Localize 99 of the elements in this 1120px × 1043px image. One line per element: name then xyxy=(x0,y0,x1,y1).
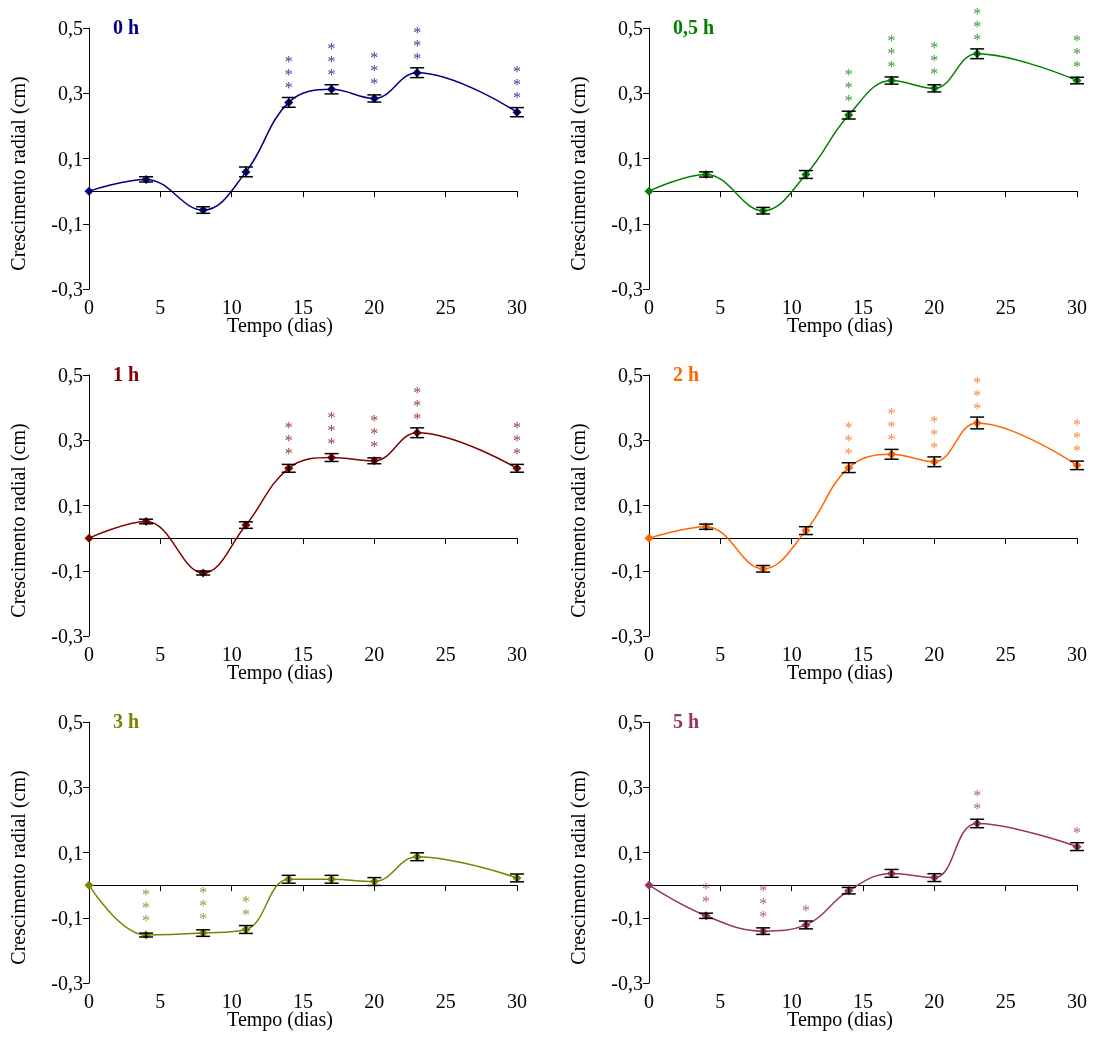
annotation: *** xyxy=(284,419,293,463)
y-tick-label: 0,1 xyxy=(58,494,83,517)
y-tick-label: -0,1 xyxy=(51,906,83,929)
y-tick-label: -0,3 xyxy=(611,972,643,994)
annotation: *** xyxy=(1073,416,1081,460)
y-tick-label: -0,1 xyxy=(51,559,83,582)
y-tick-label: 0,3 xyxy=(58,776,83,799)
x-tick-label: 30 xyxy=(507,643,527,665)
annotation: *** xyxy=(413,383,422,427)
x-tick-label: 30 xyxy=(1067,296,1087,318)
x-tick-label: 0 xyxy=(644,643,654,665)
annotation: *** xyxy=(844,418,853,462)
chart-title: 5 h xyxy=(673,710,700,732)
x-tick-label: 25 xyxy=(995,643,1016,665)
y-tick-label: 0,1 xyxy=(618,494,643,517)
x-tick-label: 20 xyxy=(364,990,385,1012)
x-tick-label: 5 xyxy=(715,643,726,665)
chart-title: 0,5 h xyxy=(673,16,715,38)
y-tick-label: 0,1 xyxy=(618,147,643,170)
y-tick-label: 0,1 xyxy=(58,147,83,170)
x-tick-label: 0 xyxy=(644,990,654,1012)
y-axis-title: Crescimento radial (cm) xyxy=(7,770,30,965)
y-axis-title: Crescimento radial (cm) xyxy=(7,76,30,271)
annotation: *** xyxy=(142,886,151,930)
y-tick-label: 0,5 xyxy=(58,17,83,39)
annotation: *** xyxy=(973,4,982,48)
annotation: * ** xyxy=(759,882,768,926)
x-tick-label: 25 xyxy=(995,296,1016,318)
annotation: *** xyxy=(887,31,896,75)
y-tick-label: 0,3 xyxy=(58,429,83,452)
y-tick-label: -0,1 xyxy=(611,906,643,929)
annotation: *** xyxy=(370,411,379,455)
x-tick-label: 30 xyxy=(507,990,527,1012)
y-tick-label: 0,3 xyxy=(618,429,643,452)
y-tick-label: 0,5 xyxy=(58,711,83,733)
x-tick-label: 20 xyxy=(924,296,945,318)
y-tick-label: 0,1 xyxy=(58,841,83,864)
y-tick-label: -0,1 xyxy=(51,212,83,235)
y-tick-label: -0,3 xyxy=(611,625,643,647)
x-tick-label: 0 xyxy=(644,296,654,318)
x-tick-label: 25 xyxy=(435,990,456,1012)
x-tick-label: 30 xyxy=(507,296,527,318)
y-tick-label: 0,1 xyxy=(618,841,643,864)
x-tick-label: 0 xyxy=(84,643,94,665)
annotation: *** xyxy=(887,405,896,449)
y-tick-label: 0,5 xyxy=(618,711,643,733)
y-tick-label: 0,3 xyxy=(618,82,643,105)
chart-title: 2 h xyxy=(673,363,700,385)
y-tick-label: -0,3 xyxy=(611,278,643,300)
annotation: *** xyxy=(413,23,422,67)
x-tick-label: 20 xyxy=(364,643,385,665)
chart-title: 1 h xyxy=(113,363,140,385)
y-axis-title: Crescimento radial (cm) xyxy=(7,423,30,618)
annotation: *** xyxy=(930,412,939,456)
annotation: *** xyxy=(199,884,208,928)
annotation: *** xyxy=(327,408,336,452)
x-tick-label: 20 xyxy=(364,296,385,318)
y-axis-title: Crescimento radial (cm) xyxy=(567,770,590,965)
annotation: *** xyxy=(513,419,521,463)
y-tick-label: 0,5 xyxy=(618,364,643,386)
y-tick-label: -0,3 xyxy=(51,625,83,647)
y-tick-label: -0,3 xyxy=(51,972,83,994)
annotation: *** xyxy=(513,63,521,107)
x-tick-label: 0 xyxy=(84,990,94,1012)
y-axis-title: Crescimento radial (cm) xyxy=(567,76,590,271)
y-tick-label: 0,5 xyxy=(618,17,643,39)
x-tick-label: 25 xyxy=(435,643,456,665)
y-tick-label: 0,3 xyxy=(618,776,643,799)
x-tick-label: 5 xyxy=(155,643,166,665)
annotation: * xyxy=(801,901,810,919)
y-tick-label: 0,5 xyxy=(58,364,83,386)
annotation: *** xyxy=(284,53,293,97)
annotation: ** xyxy=(973,787,982,818)
x-tick-label: 5 xyxy=(155,296,166,318)
x-tick-label: 20 xyxy=(924,643,945,665)
x-tick-label: 25 xyxy=(995,990,1016,1012)
x-tick-label: 20 xyxy=(924,990,945,1012)
x-tick-label: 25 xyxy=(435,296,456,318)
y-axis-title: Crescimento radial (cm) xyxy=(567,423,590,618)
y-tick-label: -0,1 xyxy=(611,559,643,582)
annotation: *** xyxy=(930,39,939,83)
y-tick-label: -0,3 xyxy=(51,278,83,300)
annotation: *** xyxy=(370,49,379,93)
x-tick-label: 30 xyxy=(1067,990,1087,1012)
y-tick-label: 0,3 xyxy=(58,82,83,105)
annotation: *** xyxy=(844,66,853,110)
y-tick-label: -0,1 xyxy=(611,212,643,235)
chart-title: 0 h xyxy=(113,16,140,38)
annotation: *** xyxy=(1073,31,1081,75)
x-tick-label: 30 xyxy=(1067,643,1087,665)
annotation: * xyxy=(1073,823,1081,841)
x-tick-label: 0 xyxy=(84,296,94,318)
annotation: ** xyxy=(241,893,250,924)
annotation: *** xyxy=(327,40,336,84)
chart-title: 3 h xyxy=(113,710,140,732)
x-tick-label: 5 xyxy=(715,990,726,1012)
annotation: *** xyxy=(973,373,982,417)
x-tick-label: 5 xyxy=(715,296,726,318)
x-tick-label: 5 xyxy=(155,990,166,1012)
